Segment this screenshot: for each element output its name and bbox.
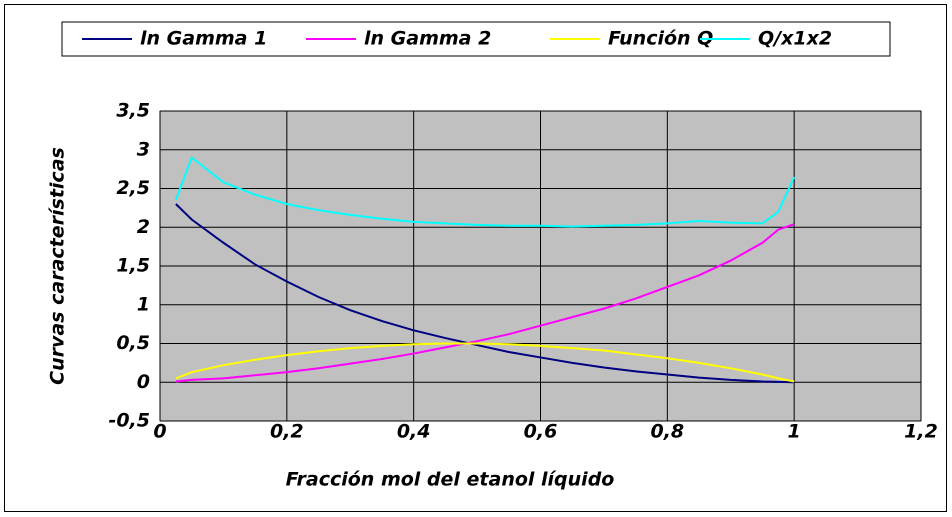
legend [61, 21, 891, 57]
x-tick-label: 1 [788, 421, 801, 443]
legend-label: Q/x1x2 [758, 28, 832, 50]
series-line [175, 342, 795, 383]
y-tick-label: 1,5 [116, 255, 150, 277]
x-tick-label: 0,4 [397, 421, 431, 443]
y-tick-label: 0 [137, 371, 150, 393]
series-line [175, 223, 795, 383]
legend-label: ln Gamma 2 [364, 28, 491, 50]
y-tick-label: 3 [137, 138, 150, 160]
x-tick-label: 1,2 [904, 421, 938, 443]
x-tick-label: 0,6 [524, 421, 558, 443]
series-line [175, 203, 795, 384]
y-tick-label: 3,5 [116, 100, 150, 122]
y-tick-label: 0,5 [116, 332, 150, 354]
legend-label: ln Gamma 1 [140, 28, 267, 50]
series-line [174, 155, 796, 228]
x-tick-label: 0,2 [270, 421, 304, 443]
y-tick-label: 1 [137, 293, 150, 315]
x-tick-label: 0,8 [650, 421, 684, 443]
y-tick-label: 2 [137, 216, 150, 238]
legend-label: Función Q [608, 28, 713, 50]
y-tick-label: -0,5 [108, 410, 150, 432]
y-tick-label: 2,5 [116, 177, 150, 199]
y-axis-title: Curvas características [47, 147, 69, 385]
x-axis-title: Fracción mol del etanol líquido [286, 469, 615, 491]
x-tick-label: 0 [153, 421, 166, 443]
